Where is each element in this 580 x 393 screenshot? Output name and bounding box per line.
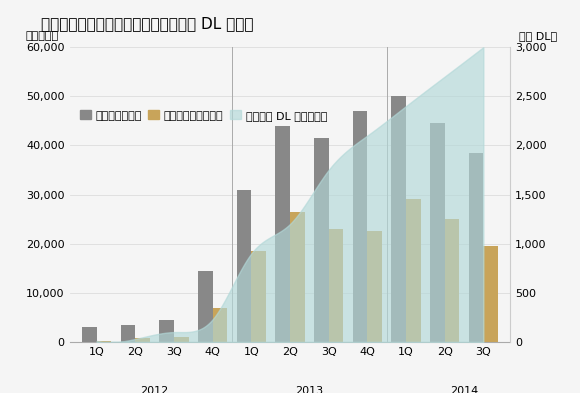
Bar xyxy=(445,219,459,342)
Bar xyxy=(276,126,290,342)
Bar xyxy=(160,320,174,342)
Bar xyxy=(135,338,150,342)
Bar xyxy=(392,96,406,342)
Text: （万 DL）: （万 DL） xyxy=(519,31,557,41)
Bar xyxy=(82,327,97,342)
Text: 2013: 2013 xyxy=(295,386,324,393)
Bar xyxy=(290,212,304,342)
Bar xyxy=(97,341,111,342)
Bar xyxy=(237,189,251,342)
Bar xyxy=(483,246,498,342)
Text: ガンホー四半期毎業績推移とパズドラ DL 数推移: ガンホー四半期毎業績推移とパズドラ DL 数推移 xyxy=(41,16,253,31)
Bar xyxy=(121,325,135,342)
Bar xyxy=(174,338,188,342)
Bar xyxy=(367,231,382,342)
Text: （百万円）: （百万円） xyxy=(26,31,59,41)
Bar xyxy=(353,111,367,342)
Bar xyxy=(198,271,213,342)
Text: 2014: 2014 xyxy=(450,386,478,393)
Bar xyxy=(251,251,266,342)
Bar xyxy=(213,307,227,342)
Bar xyxy=(406,199,420,342)
Bar xyxy=(329,229,343,342)
Legend: 売上高（左軸）, 営業利益高（左軸）, パズドラ DL 数（右軸）: 売上高（左軸）, 営業利益高（左軸）, パズドラ DL 数（右軸） xyxy=(75,106,331,125)
Bar xyxy=(430,123,445,342)
Bar xyxy=(314,138,329,342)
Text: 2012: 2012 xyxy=(140,386,169,393)
Bar xyxy=(469,153,483,342)
